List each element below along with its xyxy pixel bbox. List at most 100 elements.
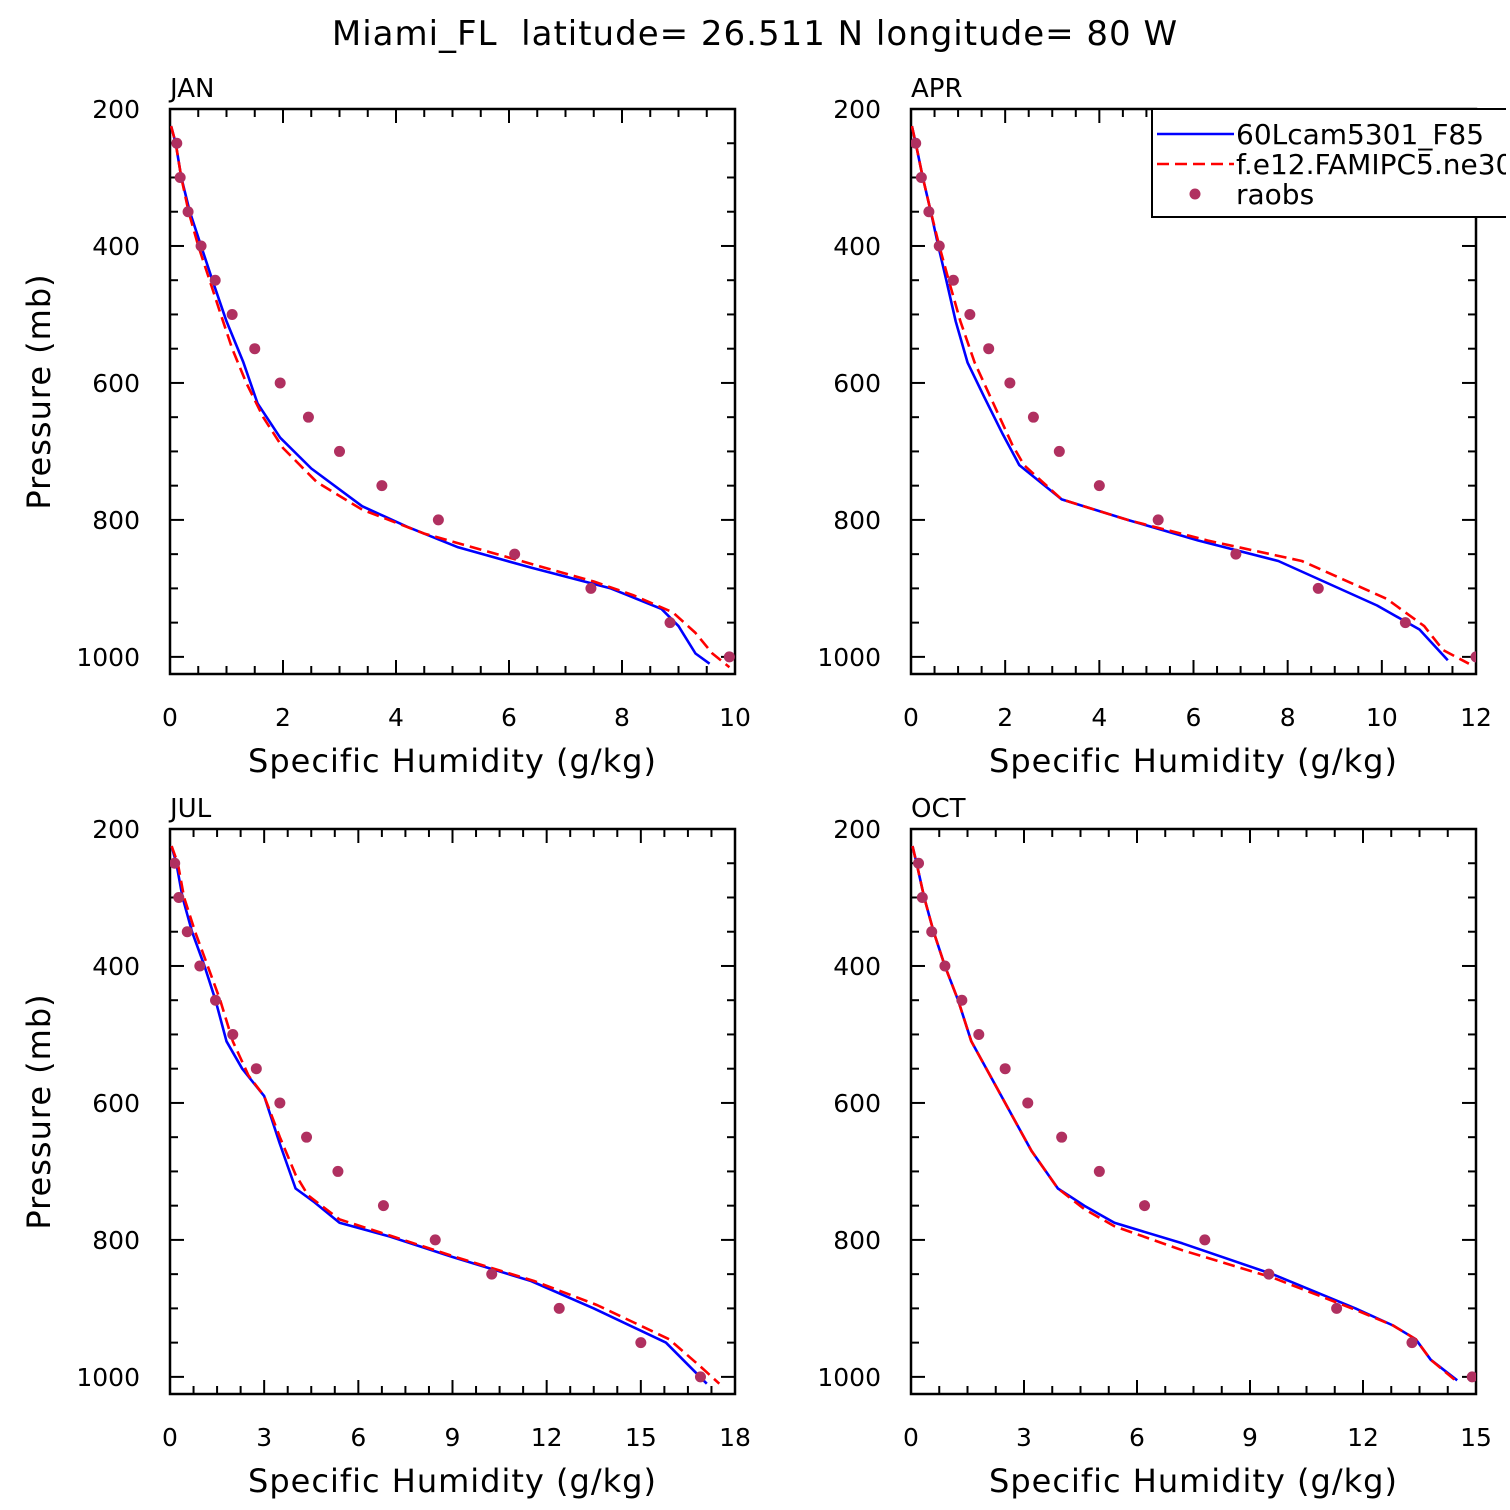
dashed-series-line — [170, 845, 721, 1385]
raobs-point — [1230, 548, 1242, 560]
raobs-point — [973, 1028, 985, 1040]
legend-entry-label: raobs — [1236, 178, 1314, 211]
series-group — [911, 125, 1476, 665]
raobs-point — [999, 1063, 1011, 1075]
y-tick-label: 800 — [92, 506, 140, 535]
series-group — [170, 125, 735, 669]
x-tick-label: 2 — [275, 703, 291, 732]
raobs-point — [1004, 377, 1016, 389]
x-tick-label: 6 — [1186, 703, 1202, 732]
panel-oct: OCT 0 3 6 9 12 15 200 400 600 800 1000 Specific Humi… — [817, 794, 1492, 1500]
raobs-point — [332, 1165, 344, 1177]
raobs-point — [334, 445, 345, 457]
raobs-point — [1152, 514, 1164, 526]
raobs-point — [1263, 1268, 1275, 1280]
x-axis-label: Specific Humidity (g/kg) — [248, 1462, 657, 1500]
raobs-point — [1199, 1234, 1211, 1246]
x-axis-label: Specific Humidity (g/kg) — [248, 742, 657, 780]
raobs-point — [923, 206, 935, 218]
raobs-point — [432, 514, 444, 526]
y-tick-label: 600 — [92, 1089, 140, 1118]
x-tick-label: 0 — [162, 1423, 178, 1452]
dashed-series-line — [911, 845, 1457, 1382]
x-tick-label: 0 — [162, 703, 178, 732]
x-tick-label: 0 — [903, 1423, 919, 1452]
x-tick-label: 0 — [903, 703, 919, 732]
raobs-point — [916, 891, 928, 903]
x-tick-label: 12 — [1347, 1423, 1379, 1452]
raobs-point — [933, 240, 945, 252]
raobs-point — [226, 308, 238, 320]
raobs-point — [1053, 445, 1065, 457]
raobs-point — [915, 171, 927, 183]
y-tick-label: 1000 — [76, 643, 140, 672]
raobs-point — [170, 857, 181, 869]
y-tick-label: 600 — [833, 369, 881, 398]
raobs-point — [376, 480, 388, 492]
y-tick-label: 400 — [92, 952, 140, 981]
y-tick-label: 200 — [92, 95, 140, 124]
raobs-point — [1022, 1097, 1034, 1109]
y-axis-label: Pressure (mb) — [20, 273, 58, 509]
x-tick-label: 9 — [445, 1423, 461, 1452]
y-tick-label: 1000 — [817, 643, 881, 672]
raobs-point — [956, 994, 968, 1006]
raobs-point — [1466, 1371, 1476, 1383]
x-tick-label: 2 — [997, 703, 1013, 732]
raobs-point — [182, 206, 194, 218]
raobs-point — [209, 274, 221, 286]
panel-jan: JAN 0 2 4 6 8 10 200 400 600 800 1000 Specific Humid… — [20, 74, 751, 780]
raobs-point — [1406, 1337, 1418, 1349]
raobs-point — [1027, 411, 1039, 423]
legend-marker-dot — [1189, 188, 1201, 200]
x-tick-label: 12 — [531, 1423, 563, 1452]
raobs-point — [939, 960, 951, 972]
raobs-point — [635, 1337, 647, 1349]
raobs-point — [250, 1063, 262, 1075]
raobs-point — [1312, 582, 1324, 594]
panel-label: APR — [911, 74, 963, 104]
raobs-point — [171, 137, 183, 149]
y-tick-label: 1000 — [76, 1363, 140, 1392]
raobs-point — [911, 137, 922, 149]
raobs-point — [429, 1234, 441, 1246]
raobs-point — [302, 411, 314, 423]
y-tick-label: 800 — [833, 506, 881, 535]
solid-series-line — [170, 845, 708, 1385]
series-group — [170, 845, 721, 1385]
raobs-point — [274, 377, 286, 389]
dashed-series-line — [911, 125, 1470, 665]
y-tick-label: 800 — [92, 1226, 140, 1255]
y-tick-label: 600 — [833, 1089, 881, 1118]
raobs-point — [181, 926, 193, 938]
panel-label: JUL — [168, 794, 212, 824]
raobs-point — [173, 891, 185, 903]
raobs-point — [1470, 651, 1476, 663]
raobs-point — [1331, 1302, 1343, 1314]
panel-jul: JUL 0 3 6 9 12 15 18 200 400 600 800 1000 Specific Hu… — [20, 794, 751, 1500]
x-tick-label: 4 — [1091, 703, 1107, 732]
raobs-point — [1139, 1200, 1151, 1212]
raobs-point — [585, 582, 597, 594]
y-tick-label: 200 — [92, 815, 140, 844]
raobs-point — [486, 1268, 498, 1280]
solid-series-line — [911, 845, 1458, 1382]
raobs-point — [664, 617, 676, 629]
x-tick-label: 8 — [1280, 703, 1296, 732]
raobs-point — [1399, 617, 1411, 629]
x-tick-label: 15 — [1460, 1423, 1492, 1452]
raobs-point — [723, 651, 735, 663]
x-axis-label: Specific Humidity (g/kg) — [989, 1462, 1398, 1500]
y-tick-label: 400 — [833, 232, 881, 261]
x-tick-label: 6 — [1129, 1423, 1145, 1452]
x-tick-label: 12 — [1460, 703, 1492, 732]
y-tick-label: 800 — [833, 1226, 881, 1255]
raobs-point — [274, 1097, 286, 1109]
raobs-point — [210, 994, 222, 1006]
raobs-point — [553, 1302, 565, 1314]
x-tick-label: 3 — [256, 1423, 272, 1452]
dashed-series-line — [170, 125, 731, 669]
raobs-point — [509, 548, 521, 560]
